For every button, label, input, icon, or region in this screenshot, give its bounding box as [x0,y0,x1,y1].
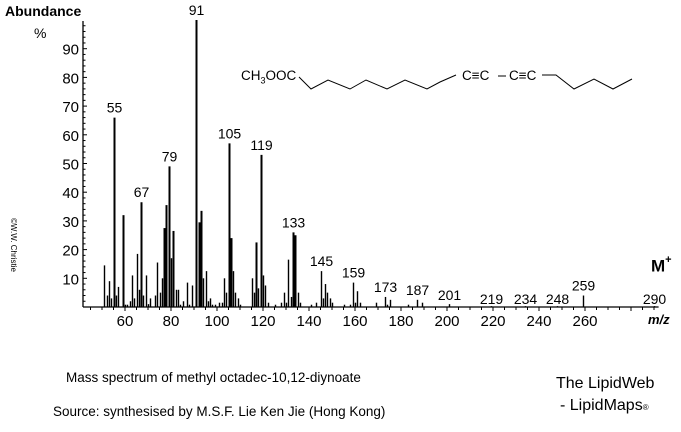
y-tick-label: 50 [62,157,79,174]
x-tick-label: 220 [480,313,505,330]
brand-text: - LipidMaps [560,397,643,414]
y-tick-label: 40 [62,185,79,202]
peak-label: 67 [134,184,150,200]
molecular-ion-text: M [651,256,666,276]
source-note: Source: synthesised by M.S.F. Lie Ken Ji… [53,404,386,419]
molecular-ion-charge: + [665,254,672,266]
axes: 10 20 30 40 50 60 70 80 90 60 80 100 120 140 160 180 200… [62,21,659,330]
formula-ch: CH [241,68,261,83]
y-tick-label: 20 [62,243,79,260]
alkyne-1: C≡C [462,68,490,83]
x-tick-label: 240 [526,313,551,330]
formula-ooc: OOC [265,68,297,83]
x-tick-label: 180 [388,313,413,330]
peak-label: 119 [250,137,273,153]
chart-caption: Mass spectrum of methyl octadec-10,12-di… [66,370,361,385]
peak-label: 187 [406,282,430,298]
peak-label: 79 [162,148,178,164]
copyright-watermark: ©W.W. Christie [9,218,18,272]
registered-mark: ® [642,403,649,412]
peak-labels: 55 67 79 91 105 119 133 145 159 173 187 201 219 234 24… [107,2,667,307]
y-tick-label: 30 [62,214,79,231]
peak-label: 290 [643,291,667,307]
y-tick-label: 90 [62,42,79,59]
molecular-ion-label: M+ [651,254,672,277]
formula-sub: 3 [260,75,266,86]
y-tick-label: 60 [62,128,79,145]
peak-label: 173 [374,279,398,295]
y-tick-label: 70 [62,99,79,116]
x-tick-label: 140 [296,313,321,330]
peak-label: 259 [572,278,596,294]
peak-label: 234 [514,291,538,307]
brand-line-1: The LipidWeb [556,375,655,392]
brand-line-2: - LipidMaps® [560,397,649,415]
peak-label: 55 [107,100,123,116]
structure-chain: C≡C C≡C [298,68,633,90]
x-tick-label: 80 [163,313,180,330]
peak-label: 201 [438,287,462,303]
peak-label: 105 [218,125,242,141]
y-axis-unit: % [34,25,47,41]
x-tick-label: 200 [434,313,459,330]
x-tick-label: 100 [204,313,229,330]
peak-label: 133 [282,214,306,230]
y-tick-label: 10 [62,271,79,288]
x-tick-label: 260 [572,313,597,330]
x-tick-label: 160 [342,313,367,330]
y-axis-title: Abundance [5,3,82,19]
peak-label: 159 [342,265,366,281]
peak-label: 145 [310,253,334,269]
x-tick-label: 120 [250,313,275,330]
x-axis-title: m/z [648,312,670,327]
peak-label: 248 [546,291,570,307]
alkyne-2: C≡C [509,68,537,83]
peak-bars [103,20,656,307]
structure-formula: CH3OOC [241,68,296,86]
x-tick-label: 60 [117,313,134,330]
peak-label: 219 [480,291,504,307]
peak-label: 91 [189,2,205,18]
y-tick-label: 80 [62,70,79,87]
